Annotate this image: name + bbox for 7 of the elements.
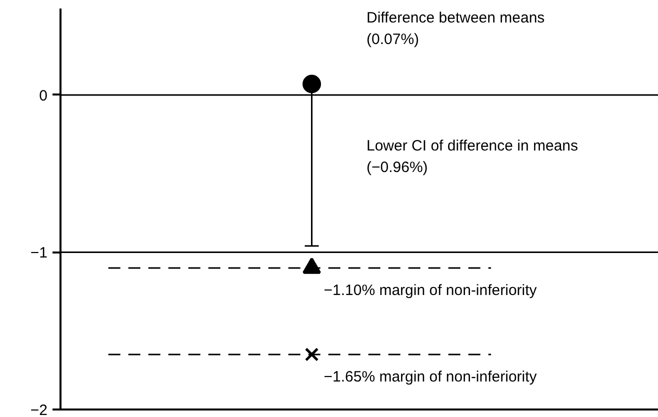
ref-line-label: −1.65% margin of non-inferiority — [324, 368, 538, 386]
ref-line-label: −1.10% margin of non-inferiority — [324, 282, 538, 299]
annotation: Lower CI of difference in means (−0.96%) — [366, 138, 578, 176]
y-tick-label: −1 — [30, 244, 48, 262]
y-tick-label: 0 — [39, 87, 48, 104]
y-tick-label: −2 — [30, 402, 48, 417]
annotation: Difference between means (0.07%) — [366, 10, 545, 48]
